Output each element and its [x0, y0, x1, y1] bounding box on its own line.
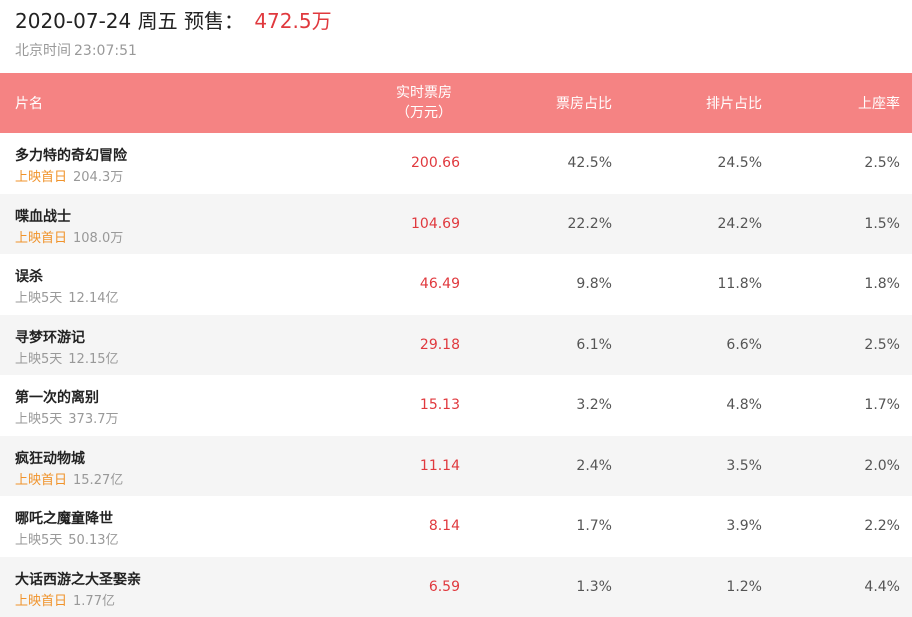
movie-title[interactable]: 误杀 [15, 266, 43, 286]
table-row[interactable]: 寻梦环游记 上映5天 12.15亿 29.18 6.1% 6.6% 2.5% [0, 315, 912, 376]
box-share: 42.5% [568, 133, 612, 193]
seat-rate: 2.2% [864, 496, 900, 556]
release-info: 上映5天 373.7万 [15, 408, 119, 427]
seat-rate: 2.5% [864, 133, 900, 193]
release-info: 上映首日 1.77亿 [15, 590, 115, 609]
movie-title[interactable]: 多力特的奇幻冒险 [15, 145, 127, 165]
release-days: 上映首日 [15, 594, 67, 609]
column-header-boxoffice-line1: 实时票房 [388, 83, 460, 103]
realtime-boxoffice: 200.66 [411, 133, 460, 193]
schedule-share: 4.8% [726, 375, 762, 435]
realtime-boxoffice: 104.69 [411, 194, 460, 254]
total-boxoffice: 50.13亿 [68, 533, 118, 548]
table-header: 片名 实时票房 （万元） 票房占比 排片占比 上座率 [0, 73, 912, 133]
realtime-boxoffice: 8.14 [429, 496, 460, 556]
release-days: 上映5天 [15, 412, 62, 427]
box-share: 22.2% [568, 194, 612, 254]
column-header-boxoffice-line2: （万元） [388, 103, 460, 123]
schedule-share: 1.2% [726, 557, 762, 617]
weekday: 周五 [138, 9, 178, 33]
seat-rate: 1.5% [864, 194, 900, 254]
release-info: 上映5天 12.14亿 [15, 287, 119, 306]
box-share: 2.4% [576, 436, 612, 496]
box-share: 9.8% [576, 254, 612, 314]
schedule-share: 11.8% [718, 254, 762, 314]
release-info: 上映首日 204.3万 [15, 166, 123, 185]
release-info: 上映5天 50.13亿 [15, 529, 119, 548]
total-boxoffice: 12.15亿 [68, 352, 118, 367]
column-header-seat-rate[interactable]: 上座率 [858, 73, 900, 133]
column-header-name[interactable]: 片名 [15, 73, 43, 133]
table-row[interactable]: 大话西游之大圣娶亲 上映首日 1.77亿 6.59 1.3% 1.2% 4.4% [0, 557, 912, 617]
movie-title[interactable]: 寻梦环游记 [15, 327, 85, 347]
release-days: 上映5天 [15, 291, 62, 306]
movie-title[interactable]: 第一次的离别 [15, 387, 99, 407]
box-share: 6.1% [576, 315, 612, 375]
release-days: 上映首日 [15, 231, 67, 246]
column-header-schedule-share[interactable]: 排片占比 [706, 73, 762, 133]
total-boxoffice: 1.77亿 [73, 594, 115, 609]
movie-title[interactable]: 大话西游之大圣娶亲 [15, 569, 141, 589]
box-share: 1.3% [576, 557, 612, 617]
date: 2020-07-24 [15, 9, 131, 33]
total-boxoffice: 204.3万 [73, 170, 123, 185]
column-header-boxoffice[interactable]: 实时票房 （万元） [388, 73, 460, 133]
table-row[interactable]: 误杀 上映5天 12.14亿 46.49 9.8% 11.8% 1.8% [0, 254, 912, 315]
release-days: 上映5天 [15, 533, 62, 548]
table-row[interactable]: 多力特的奇幻冒险 上映首日 204.3万 200.66 42.5% 24.5% 2… [0, 133, 912, 194]
release-days: 上映首日 [15, 473, 67, 488]
schedule-share: 3.9% [726, 496, 762, 556]
realtime-boxoffice: 15.13 [420, 375, 460, 435]
seat-rate: 2.5% [864, 315, 900, 375]
release-days: 上映首日 [15, 170, 67, 185]
table-row[interactable]: 第一次的离别 上映5天 373.7万 15.13 3.2% 4.8% 1.7% [0, 375, 912, 436]
presale-label: 预售： [184, 9, 244, 33]
seat-rate: 1.8% [864, 254, 900, 314]
time-value: 23:07:51 [74, 43, 137, 59]
table-row[interactable]: 喋血战士 上映首日 108.0万 104.69 22.2% 24.2% 1.5% [0, 194, 912, 255]
realtime-boxoffice: 46.49 [420, 254, 460, 314]
total-boxoffice: 373.7万 [68, 412, 118, 427]
column-header-box-share[interactable]: 票房占比 [556, 73, 612, 133]
schedule-share: 6.6% [726, 315, 762, 375]
total-boxoffice: 108.0万 [73, 231, 123, 246]
release-info: 上映首日 108.0万 [15, 227, 123, 246]
time-label: 北京时间 [15, 43, 71, 59]
table-body: 多力特的奇幻冒险 上映首日 204.3万 200.66 42.5% 24.5% 2… [0, 133, 912, 617]
schedule-share: 3.5% [726, 436, 762, 496]
release-info: 上映5天 12.15亿 [15, 348, 119, 367]
total-boxoffice: 15.27亿 [73, 473, 123, 488]
seat-rate: 2.0% [864, 436, 900, 496]
schedule-share: 24.2% [718, 194, 762, 254]
release-days: 上映5天 [15, 352, 62, 367]
box-share: 3.2% [576, 375, 612, 435]
seat-rate: 1.7% [864, 375, 900, 435]
table-row[interactable]: 哪吒之魔童降世 上映5天 50.13亿 8.14 1.7% 3.9% 2.2% [0, 496, 912, 557]
movie-title[interactable]: 疯狂动物城 [15, 448, 85, 468]
movie-title[interactable]: 哪吒之魔童降世 [15, 508, 113, 528]
presale-amount: 472.5万 [254, 9, 331, 33]
box-share: 1.7% [576, 496, 612, 556]
movie-title[interactable]: 喋血战士 [15, 206, 71, 226]
realtime-boxoffice: 6.59 [429, 557, 460, 617]
realtime-boxoffice: 11.14 [420, 436, 460, 496]
total-boxoffice: 12.14亿 [68, 291, 118, 306]
schedule-share: 24.5% [718, 133, 762, 193]
release-info: 上映首日 15.27亿 [15, 469, 123, 488]
page-title: 2020-07-24 周五 预售： 472.5万 [15, 5, 332, 34]
table-row[interactable]: 疯狂动物城 上映首日 15.27亿 11.14 2.4% 3.5% 2.0% [0, 436, 912, 497]
realtime-boxoffice: 29.18 [420, 315, 460, 375]
seat-rate: 4.4% [864, 557, 900, 617]
